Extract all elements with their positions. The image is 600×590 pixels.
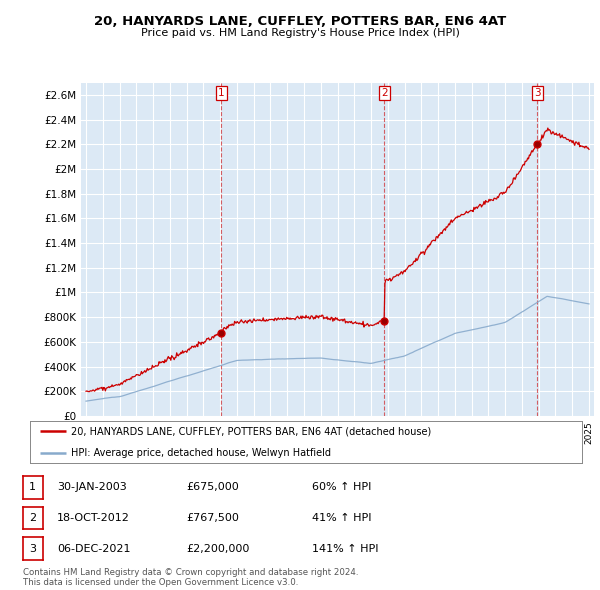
- Text: This data is licensed under the Open Government Licence v3.0.: This data is licensed under the Open Gov…: [23, 578, 298, 587]
- Text: 06-DEC-2021: 06-DEC-2021: [57, 544, 131, 553]
- Text: 3: 3: [29, 544, 36, 553]
- Text: 30-JAN-2003: 30-JAN-2003: [57, 483, 127, 492]
- Text: 141% ↑ HPI: 141% ↑ HPI: [312, 544, 379, 553]
- Text: 3: 3: [534, 87, 541, 97]
- Text: 41% ↑ HPI: 41% ↑ HPI: [312, 513, 371, 523]
- Text: 2: 2: [381, 87, 388, 97]
- Text: 1: 1: [29, 483, 36, 492]
- Text: Contains HM Land Registry data © Crown copyright and database right 2024.: Contains HM Land Registry data © Crown c…: [23, 568, 358, 577]
- Text: £675,000: £675,000: [186, 483, 239, 492]
- Text: 20, HANYARDS LANE, CUFFLEY, POTTERS BAR, EN6 4AT: 20, HANYARDS LANE, CUFFLEY, POTTERS BAR,…: [94, 15, 506, 28]
- Text: 20, HANYARDS LANE, CUFFLEY, POTTERS BAR, EN6 4AT (detached house): 20, HANYARDS LANE, CUFFLEY, POTTERS BAR,…: [71, 427, 431, 436]
- Text: HPI: Average price, detached house, Welwyn Hatfield: HPI: Average price, detached house, Welw…: [71, 448, 331, 457]
- Text: 60% ↑ HPI: 60% ↑ HPI: [312, 483, 371, 492]
- Text: 18-OCT-2012: 18-OCT-2012: [57, 513, 130, 523]
- Text: £2,200,000: £2,200,000: [186, 544, 250, 553]
- Text: £767,500: £767,500: [186, 513, 239, 523]
- Text: 1: 1: [218, 87, 225, 97]
- Text: Price paid vs. HM Land Registry's House Price Index (HPI): Price paid vs. HM Land Registry's House …: [140, 28, 460, 38]
- Text: 2: 2: [29, 513, 36, 523]
